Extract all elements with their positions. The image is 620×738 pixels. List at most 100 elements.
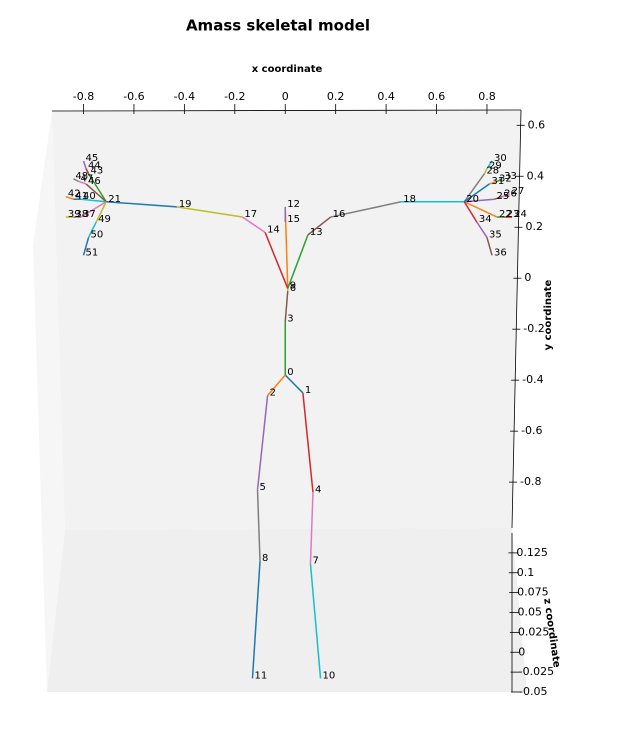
- x-tick-label: -0.2: [224, 90, 245, 103]
- joint-label: 18: [403, 194, 416, 205]
- y-tick-label: -0.4: [522, 373, 543, 386]
- bone: [483, 168, 488, 175]
- x-tick-label: -0.8: [73, 90, 94, 103]
- joint-label: 1: [305, 385, 311, 396]
- joint-label: 28: [486, 166, 499, 177]
- joint-label: 14: [267, 224, 280, 235]
- joint-label: 42: [68, 189, 81, 200]
- bone: [496, 178, 503, 183]
- bone: [87, 173, 107, 203]
- bone: [489, 180, 498, 185]
- bone: [106, 201, 177, 208]
- joint-label: 36: [494, 247, 507, 258]
- joint-label: 33: [504, 171, 517, 182]
- bone: [87, 221, 97, 238]
- bone: [80, 198, 107, 203]
- bone: [330, 201, 402, 218]
- bone: [309, 563, 322, 679]
- joint-label: 0: [287, 367, 293, 378]
- x-tick-label: 0: [282, 90, 289, 103]
- joint-label: 46: [88, 176, 101, 187]
- joint-label: 21: [108, 194, 121, 205]
- joint-label: 29: [489, 161, 502, 172]
- joint-label: 49: [98, 214, 111, 225]
- joint-label: 41: [75, 191, 88, 202]
- bone: [463, 201, 478, 223]
- y-axis-label: y coordinate: [543, 279, 554, 350]
- joint-label: 47: [80, 173, 93, 184]
- bone: [78, 180, 87, 185]
- x-tick-label: 0.4: [377, 90, 395, 103]
- joint-label: 17: [244, 209, 257, 220]
- x-tick-label: 0.8: [478, 90, 496, 103]
- joint-label: 34: [479, 214, 492, 225]
- bone: [251, 561, 261, 679]
- joint-label: 40: [83, 191, 96, 202]
- z-tick-label: 0.05: [518, 606, 543, 619]
- joint-label: 11: [254, 670, 267, 681]
- joint-label: 25: [497, 191, 510, 202]
- joint-label: 30: [494, 153, 507, 164]
- x-tick-label: -0.6: [123, 90, 144, 103]
- left-pane: [33, 111, 65, 692]
- bone: [95, 201, 107, 223]
- x-tick-label: 0.6: [428, 90, 446, 103]
- bone: [463, 173, 486, 203]
- joint-label: 3: [287, 314, 293, 325]
- bone: [486, 160, 493, 170]
- joint-label: 48: [75, 171, 88, 182]
- joint-label: 32: [499, 173, 512, 184]
- joint-label: 2: [270, 387, 276, 398]
- bone: [463, 201, 498, 218]
- bone: [80, 201, 107, 218]
- bone: [287, 234, 309, 289]
- bone: [264, 232, 289, 289]
- x-axis-line: [51, 109, 522, 112]
- bone: [476, 221, 488, 238]
- bone: [494, 195, 503, 200]
- floor-pane: [47, 528, 527, 692]
- joint-label: 50: [91, 229, 104, 240]
- joint-label: 31: [491, 176, 504, 187]
- joint-label: 51: [86, 247, 99, 258]
- joint-label: 26: [504, 189, 517, 200]
- joint-label: 15: [287, 214, 300, 225]
- z-tick-label: 0.025: [518, 625, 550, 638]
- joint-label: 19: [179, 199, 192, 210]
- bone: [464, 198, 495, 203]
- x-tick-label: 0.2: [327, 90, 345, 103]
- y-tick-label: -0.8: [520, 475, 541, 488]
- bone: [85, 168, 90, 175]
- joint-label: 16: [333, 209, 346, 220]
- z-tick-label: 0.075: [517, 586, 549, 599]
- joint-label: 13: [310, 227, 323, 238]
- y-tick-label: 0.4: [527, 169, 545, 182]
- bone: [256, 489, 261, 562]
- z-tick-label: -0.05: [519, 685, 547, 698]
- joint-label: 5: [260, 482, 266, 493]
- joint-label: 9: [290, 280, 296, 291]
- bone: [309, 492, 314, 564]
- joint-label: 24: [514, 209, 527, 220]
- joint-label: 35: [489, 229, 502, 240]
- bone: [284, 374, 304, 394]
- joint-label: 44: [88, 161, 101, 172]
- joint-label: 8: [262, 553, 268, 564]
- y-tick-label: -0.6: [521, 424, 542, 437]
- bone: [65, 195, 74, 200]
- bone: [501, 193, 510, 198]
- y-axis-line: [511, 109, 522, 529]
- z-tick-label: 0.125: [516, 546, 548, 559]
- joint-label: 6: [290, 283, 296, 294]
- joint-label: 43: [91, 166, 104, 177]
- bone: [267, 374, 286, 396]
- joint-label: 37: [83, 209, 96, 220]
- joint-label: 4: [315, 484, 321, 495]
- y-tick-label: 0.2: [525, 220, 543, 233]
- x-tick-label: -0.4: [174, 90, 195, 103]
- bone: [486, 237, 493, 256]
- z-tick-label: 0: [518, 645, 525, 658]
- bone: [82, 160, 87, 169]
- back-pane: [52, 110, 521, 530]
